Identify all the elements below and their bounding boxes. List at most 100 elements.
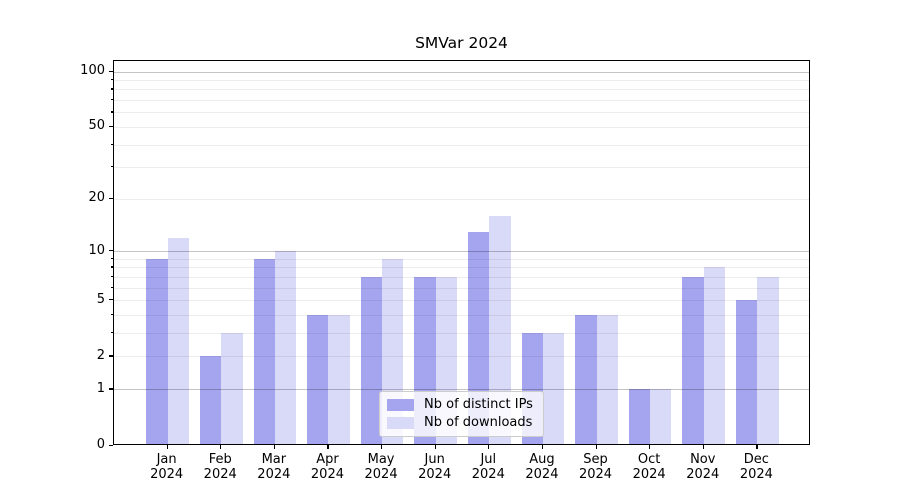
gridline-major xyxy=(114,389,809,391)
gridline-minor xyxy=(114,300,809,302)
x-tick-label: Feb 2024 xyxy=(203,451,237,482)
legend-swatch-downloads-icon xyxy=(387,416,414,430)
bar-nb-of-downloads-sep xyxy=(596,315,618,445)
gridline-minor xyxy=(114,333,809,335)
bar-nb-of-downloads-mar xyxy=(274,251,297,445)
y-tick-mark xyxy=(108,388,113,390)
gridline-minor xyxy=(114,198,809,200)
y-minor-tick-mark xyxy=(110,88,113,90)
bar-nb-of-downloads-feb xyxy=(221,333,243,445)
gridline-minor xyxy=(114,89,809,91)
bar-nb-of-downloads-jul xyxy=(489,215,511,445)
y-tick-label: 2 xyxy=(96,347,105,363)
x-tick-label: Jul 2024 xyxy=(471,451,505,482)
y-minor-tick-mark xyxy=(110,275,113,278)
gridline-minor xyxy=(114,167,809,169)
y-tick-label: 100 xyxy=(80,63,105,79)
gridline-major xyxy=(114,251,809,253)
x-tick-label: Jun 2024 xyxy=(418,451,452,482)
y-tick-label: 5 xyxy=(96,291,105,307)
x-tick-label: Jan 2024 xyxy=(150,451,184,482)
y-tick-mark xyxy=(108,355,113,357)
x-tick-mark xyxy=(595,444,597,449)
bar-nb-of-distinct-ips-apr xyxy=(307,315,329,445)
x-tick-label: Nov 2024 xyxy=(686,451,720,482)
bar-nb-of-downloads-apr xyxy=(328,315,350,445)
y-tick-label: 20 xyxy=(88,190,105,206)
x-tick-label: Dec 2024 xyxy=(739,451,773,482)
legend-label-downloads: Nb of downloads xyxy=(424,415,533,430)
y-minor-tick-mark xyxy=(110,111,113,113)
gridline-major xyxy=(114,71,809,73)
bar-nb-of-distinct-ips-nov xyxy=(682,276,704,445)
gridline-minor xyxy=(114,100,809,102)
gridline-minor xyxy=(114,276,809,278)
y-tick-mark xyxy=(108,444,113,446)
y-minor-tick-mark xyxy=(110,257,113,260)
y-tick-label: 10 xyxy=(88,242,105,258)
legend-entry-distinct-ips: Nb of distinct IPs xyxy=(387,398,543,412)
x-tick-label: Mar 2024 xyxy=(257,451,291,482)
y-tick-mark xyxy=(108,70,113,72)
y-minor-tick-mark xyxy=(110,314,113,316)
bar-nb-of-downloads-dec xyxy=(757,276,779,445)
bar-nb-of-downloads-jan xyxy=(167,237,189,445)
gridline-minor xyxy=(114,267,809,269)
x-tick-label: May 2024 xyxy=(364,451,398,482)
legend-swatch-distinct-ips-icon xyxy=(387,398,414,412)
plot-area xyxy=(113,60,810,445)
gridline-minor xyxy=(114,258,809,260)
y-tick-label: 50 xyxy=(88,118,105,134)
bar-nb-of-downloads-oct xyxy=(650,389,672,445)
x-tick-mark xyxy=(756,444,758,449)
gridline-minor xyxy=(114,126,809,128)
bar-nb-of-distinct-ips-dec xyxy=(736,300,758,445)
x-tick-mark xyxy=(434,444,436,449)
gridline-minor xyxy=(114,144,809,146)
gridline-minor xyxy=(114,112,809,114)
gridline-minor xyxy=(114,287,809,289)
bar-nb-of-distinct-ips-feb xyxy=(199,356,222,445)
bar-nb-of-distinct-ips-may xyxy=(360,276,383,445)
y-tick-mark xyxy=(108,250,113,252)
y-minor-tick-mark xyxy=(110,266,113,268)
y-minor-tick-mark xyxy=(110,332,113,334)
x-tick-label: Oct 2024 xyxy=(632,451,666,482)
bar-nb-of-distinct-ips-sep xyxy=(575,315,597,445)
y-minor-tick-mark xyxy=(110,143,113,145)
x-tick-mark xyxy=(381,444,383,449)
gridline-minor xyxy=(114,79,809,81)
x-tick-mark xyxy=(273,444,276,449)
y-tick-label: 1 xyxy=(96,380,105,396)
x-tick-label: Aug 2024 xyxy=(525,451,559,482)
x-tick-mark xyxy=(649,444,651,449)
y-tick-mark xyxy=(108,299,113,301)
bar-nb-of-distinct-ips-oct xyxy=(628,389,651,445)
bar-nb-of-downloads-nov xyxy=(703,267,726,445)
x-tick-mark xyxy=(220,444,222,449)
bar-nb-of-distinct-ips-jan xyxy=(146,258,168,445)
y-tick-mark xyxy=(108,197,113,199)
x-tick-mark xyxy=(541,444,544,449)
x-tick-label: Sep 2024 xyxy=(578,451,613,482)
bar-nb-of-distinct-ips-mar xyxy=(253,258,275,445)
x-tick-mark xyxy=(327,444,329,449)
y-minor-tick-mark xyxy=(110,78,113,81)
y-tick-label: 0 xyxy=(96,437,105,452)
legend-entry-downloads: Nb of downloads xyxy=(387,416,543,430)
legend: Nb of distinct IPs Nb of downloads xyxy=(379,391,544,437)
chart-title: SMVar 2024 xyxy=(415,34,508,52)
x-tick-mark xyxy=(488,444,490,449)
x-tick-mark xyxy=(702,444,704,449)
y-minor-tick-mark xyxy=(110,166,113,168)
x-tick-mark xyxy=(166,444,168,449)
legend-label-distinct-ips: Nb of distinct IPs xyxy=(424,397,533,412)
bar-nb-of-downloads-aug xyxy=(542,333,565,445)
y-minor-tick-mark xyxy=(110,99,113,101)
y-minor-tick-mark xyxy=(110,286,113,288)
gridline-minor xyxy=(114,356,809,358)
gridline-minor xyxy=(114,315,809,317)
x-tick-label: Apr 2024 xyxy=(310,451,344,482)
y-tick-mark xyxy=(108,125,113,128)
